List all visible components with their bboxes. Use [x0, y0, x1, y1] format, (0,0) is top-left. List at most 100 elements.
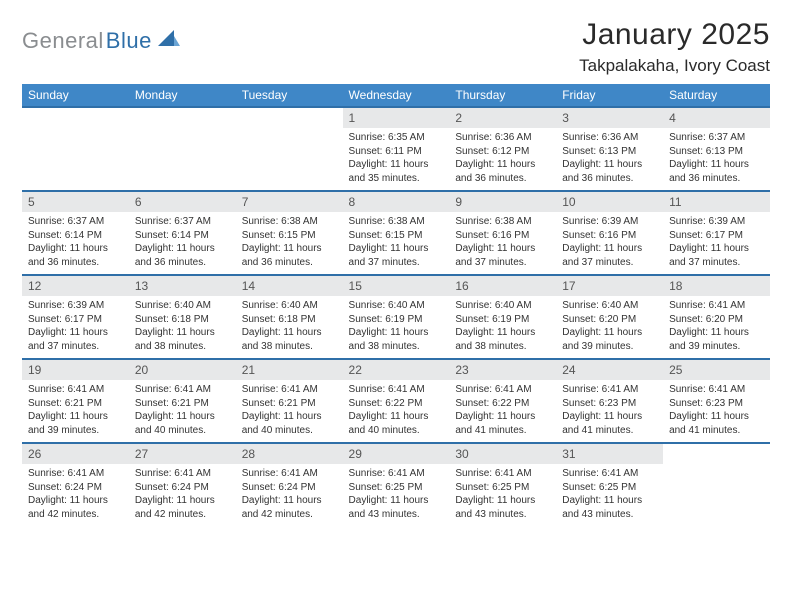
- day-number: 31: [556, 444, 663, 464]
- day-details: Sunrise: 6:40 AMSunset: 6:19 PMDaylight:…: [343, 296, 450, 357]
- day-number: 1: [343, 108, 450, 128]
- brand-mark-icon: [158, 30, 180, 53]
- calendar-cell: 1Sunrise: 6:35 AMSunset: 6:11 PMDaylight…: [343, 107, 450, 191]
- day-number: 7: [236, 192, 343, 212]
- day-details: Sunrise: 6:41 AMSunset: 6:24 PMDaylight:…: [129, 464, 236, 525]
- day-details: Sunrise: 6:41 AMSunset: 6:21 PMDaylight:…: [22, 380, 129, 441]
- day-number: 21: [236, 360, 343, 380]
- day-number: 3: [556, 108, 663, 128]
- calendar-table: SundayMondayTuesdayWednesdayThursdayFrid…: [22, 84, 770, 527]
- weekday-header: Wednesday: [343, 84, 450, 107]
- day-details: Sunrise: 6:38 AMSunset: 6:15 PMDaylight:…: [236, 212, 343, 273]
- calendar-cell: 13Sunrise: 6:40 AMSunset: 6:18 PMDayligh…: [129, 275, 236, 359]
- day-number: 23: [449, 360, 556, 380]
- title-block: January 2025 Takpalakaha, Ivory Coast: [579, 18, 770, 76]
- day-details: Sunrise: 6:41 AMSunset: 6:25 PMDaylight:…: [343, 464, 450, 525]
- calendar-week-row: 12Sunrise: 6:39 AMSunset: 6:17 PMDayligh…: [22, 275, 770, 359]
- day-details: Sunrise: 6:35 AMSunset: 6:11 PMDaylight:…: [343, 128, 450, 189]
- calendar-cell: 22Sunrise: 6:41 AMSunset: 6:22 PMDayligh…: [343, 359, 450, 443]
- day-number: 16: [449, 276, 556, 296]
- day-number: 26: [22, 444, 129, 464]
- day-details: Sunrise: 6:39 AMSunset: 6:17 PMDaylight:…: [663, 212, 770, 273]
- weekday-header: Friday: [556, 84, 663, 107]
- calendar-cell: 30Sunrise: 6:41 AMSunset: 6:25 PMDayligh…: [449, 443, 556, 527]
- calendar-header-row: SundayMondayTuesdayWednesdayThursdayFrid…: [22, 84, 770, 107]
- day-details: Sunrise: 6:36 AMSunset: 6:12 PMDaylight:…: [449, 128, 556, 189]
- day-details: Sunrise: 6:37 AMSunset: 6:14 PMDaylight:…: [22, 212, 129, 273]
- calendar-cell: 28Sunrise: 6:41 AMSunset: 6:24 PMDayligh…: [236, 443, 343, 527]
- day-number: 5: [22, 192, 129, 212]
- calendar-week-row: 5Sunrise: 6:37 AMSunset: 6:14 PMDaylight…: [22, 191, 770, 275]
- day-number: 29: [343, 444, 450, 464]
- calendar-cell: 6Sunrise: 6:37 AMSunset: 6:14 PMDaylight…: [129, 191, 236, 275]
- day-details: Sunrise: 6:38 AMSunset: 6:15 PMDaylight:…: [343, 212, 450, 273]
- calendar-cell: 18Sunrise: 6:41 AMSunset: 6:20 PMDayligh…: [663, 275, 770, 359]
- calendar-week-row: 1Sunrise: 6:35 AMSunset: 6:11 PMDaylight…: [22, 107, 770, 191]
- day-number: 15: [343, 276, 450, 296]
- day-details: Sunrise: 6:41 AMSunset: 6:24 PMDaylight:…: [22, 464, 129, 525]
- calendar-cell: [663, 443, 770, 527]
- day-details: Sunrise: 6:37 AMSunset: 6:14 PMDaylight:…: [129, 212, 236, 273]
- calendar-cell: 14Sunrise: 6:40 AMSunset: 6:18 PMDayligh…: [236, 275, 343, 359]
- calendar-cell: 20Sunrise: 6:41 AMSunset: 6:21 PMDayligh…: [129, 359, 236, 443]
- day-details: Sunrise: 6:41 AMSunset: 6:23 PMDaylight:…: [556, 380, 663, 441]
- calendar-cell: 26Sunrise: 6:41 AMSunset: 6:24 PMDayligh…: [22, 443, 129, 527]
- day-details: Sunrise: 6:40 AMSunset: 6:19 PMDaylight:…: [449, 296, 556, 357]
- day-details: Sunrise: 6:40 AMSunset: 6:18 PMDaylight:…: [129, 296, 236, 357]
- day-number: 20: [129, 360, 236, 380]
- calendar-cell: 5Sunrise: 6:37 AMSunset: 6:14 PMDaylight…: [22, 191, 129, 275]
- calendar-cell: 2Sunrise: 6:36 AMSunset: 6:12 PMDaylight…: [449, 107, 556, 191]
- month-title: January 2025: [579, 18, 770, 52]
- day-details: Sunrise: 6:40 AMSunset: 6:20 PMDaylight:…: [556, 296, 663, 357]
- calendar-cell: 24Sunrise: 6:41 AMSunset: 6:23 PMDayligh…: [556, 359, 663, 443]
- day-details: Sunrise: 6:36 AMSunset: 6:13 PMDaylight:…: [556, 128, 663, 189]
- day-number: 19: [22, 360, 129, 380]
- day-number: 13: [129, 276, 236, 296]
- calendar-cell: 9Sunrise: 6:38 AMSunset: 6:16 PMDaylight…: [449, 191, 556, 275]
- calendar-cell: 3Sunrise: 6:36 AMSunset: 6:13 PMDaylight…: [556, 107, 663, 191]
- weekday-header: Tuesday: [236, 84, 343, 107]
- calendar-cell: [129, 107, 236, 191]
- day-details: Sunrise: 6:41 AMSunset: 6:23 PMDaylight:…: [663, 380, 770, 441]
- calendar-cell: 27Sunrise: 6:41 AMSunset: 6:24 PMDayligh…: [129, 443, 236, 527]
- day-details: Sunrise: 6:39 AMSunset: 6:17 PMDaylight:…: [22, 296, 129, 357]
- calendar-cell: [236, 107, 343, 191]
- weekday-header: Saturday: [663, 84, 770, 107]
- weekday-header: Monday: [129, 84, 236, 107]
- calendar-page: General Blue January 2025 Takpalakaha, I…: [0, 0, 792, 527]
- day-details: Sunrise: 6:38 AMSunset: 6:16 PMDaylight:…: [449, 212, 556, 273]
- calendar-cell: 4Sunrise: 6:37 AMSunset: 6:13 PMDaylight…: [663, 107, 770, 191]
- day-number: 4: [663, 108, 770, 128]
- day-number: 30: [449, 444, 556, 464]
- day-number: 12: [22, 276, 129, 296]
- day-details: Sunrise: 6:41 AMSunset: 6:20 PMDaylight:…: [663, 296, 770, 357]
- brand-text-gray: General: [22, 28, 104, 54]
- day-number: 10: [556, 192, 663, 212]
- day-number: 14: [236, 276, 343, 296]
- brand-logo: General Blue: [22, 18, 180, 54]
- calendar-week-row: 19Sunrise: 6:41 AMSunset: 6:21 PMDayligh…: [22, 359, 770, 443]
- location-label: Takpalakaha, Ivory Coast: [579, 56, 770, 76]
- calendar-cell: 23Sunrise: 6:41 AMSunset: 6:22 PMDayligh…: [449, 359, 556, 443]
- day-details: Sunrise: 6:37 AMSunset: 6:13 PMDaylight:…: [663, 128, 770, 189]
- calendar-week-row: 26Sunrise: 6:41 AMSunset: 6:24 PMDayligh…: [22, 443, 770, 527]
- calendar-cell: 17Sunrise: 6:40 AMSunset: 6:20 PMDayligh…: [556, 275, 663, 359]
- calendar-cell: [22, 107, 129, 191]
- day-details: Sunrise: 6:40 AMSunset: 6:18 PMDaylight:…: [236, 296, 343, 357]
- day-details: Sunrise: 6:41 AMSunset: 6:21 PMDaylight:…: [236, 380, 343, 441]
- calendar-cell: 12Sunrise: 6:39 AMSunset: 6:17 PMDayligh…: [22, 275, 129, 359]
- day-details: Sunrise: 6:41 AMSunset: 6:22 PMDaylight:…: [449, 380, 556, 441]
- day-details: Sunrise: 6:41 AMSunset: 6:21 PMDaylight:…: [129, 380, 236, 441]
- calendar-cell: 15Sunrise: 6:40 AMSunset: 6:19 PMDayligh…: [343, 275, 450, 359]
- calendar-cell: 8Sunrise: 6:38 AMSunset: 6:15 PMDaylight…: [343, 191, 450, 275]
- topbar: General Blue January 2025 Takpalakaha, I…: [22, 18, 770, 76]
- calendar-cell: 11Sunrise: 6:39 AMSunset: 6:17 PMDayligh…: [663, 191, 770, 275]
- day-number: 22: [343, 360, 450, 380]
- day-number: 2: [449, 108, 556, 128]
- day-number: 17: [556, 276, 663, 296]
- day-number: 8: [343, 192, 450, 212]
- calendar-body: 1Sunrise: 6:35 AMSunset: 6:11 PMDaylight…: [22, 107, 770, 527]
- calendar-cell: 25Sunrise: 6:41 AMSunset: 6:23 PMDayligh…: [663, 359, 770, 443]
- day-details: Sunrise: 6:41 AMSunset: 6:22 PMDaylight:…: [343, 380, 450, 441]
- day-number: 27: [129, 444, 236, 464]
